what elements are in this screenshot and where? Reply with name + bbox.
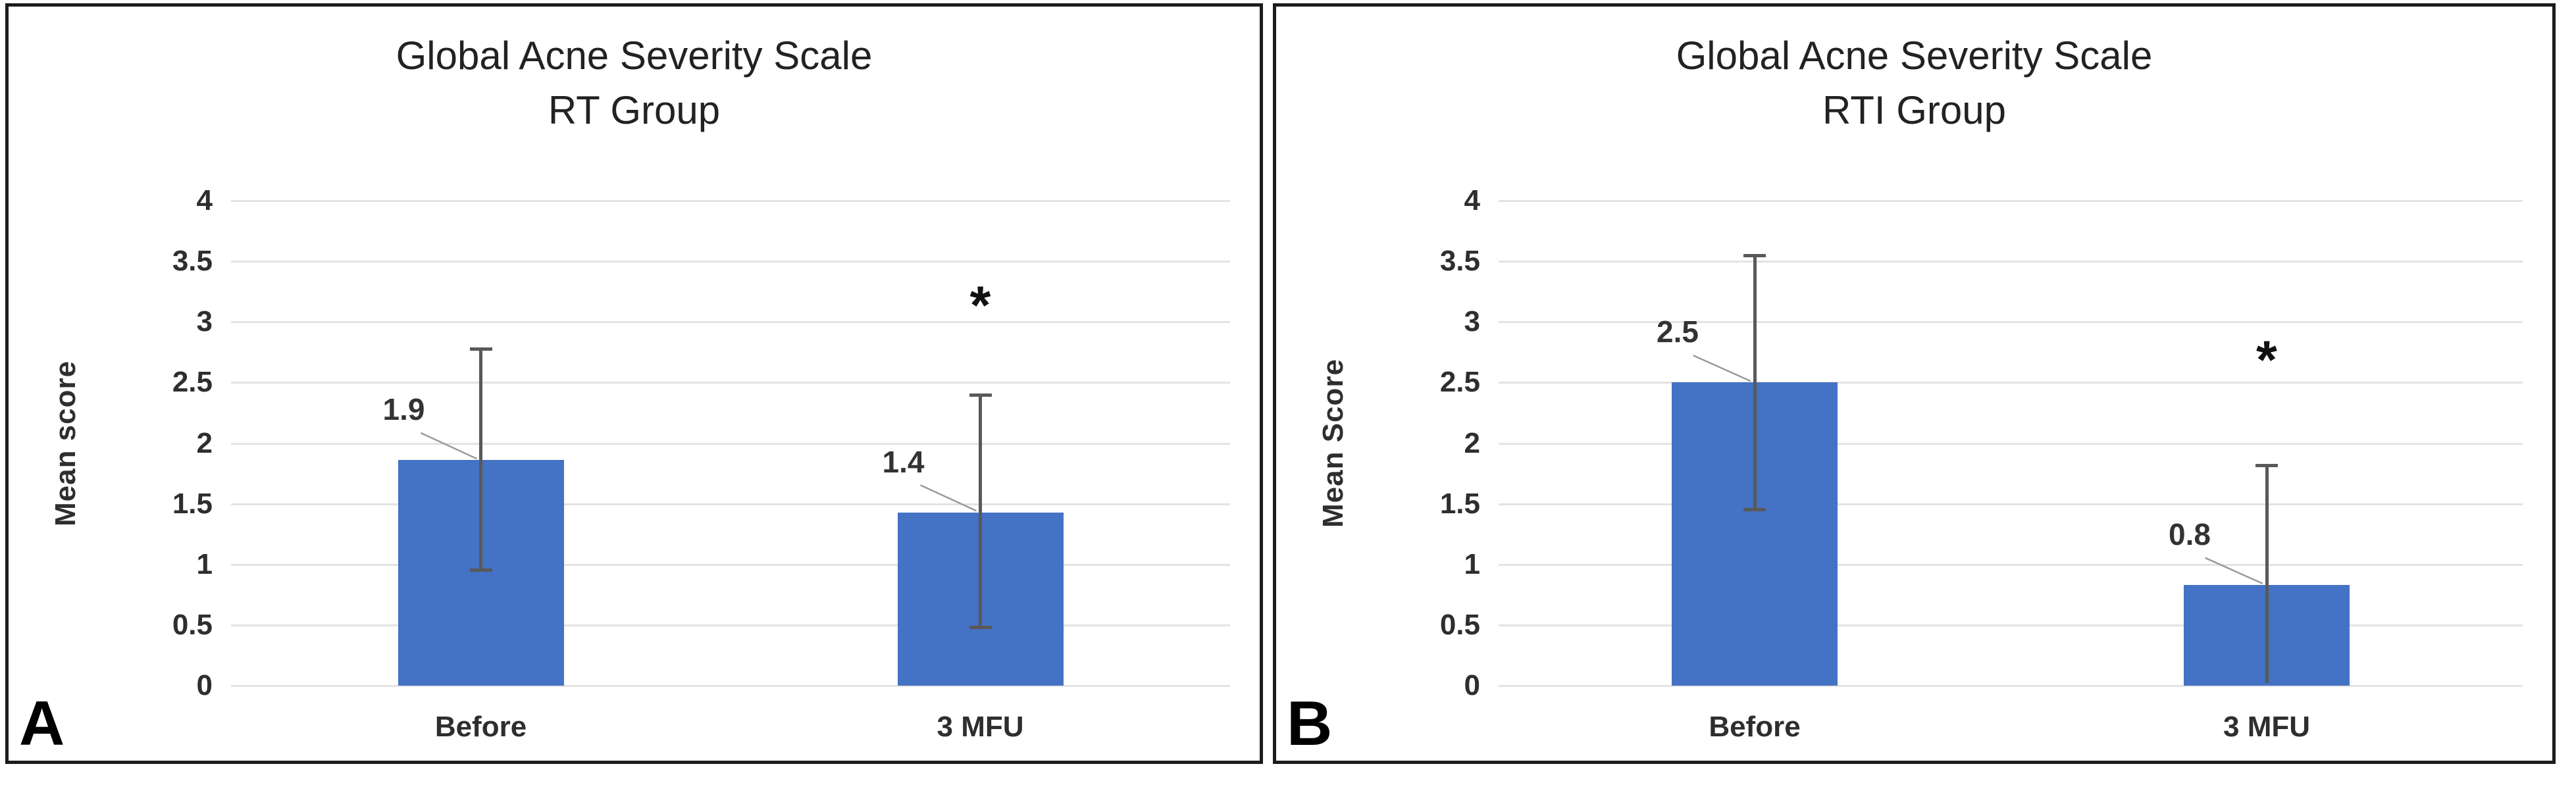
gridline (1499, 563, 2523, 566)
error-bar-cap-bottom (969, 625, 992, 629)
y-tick-label: 2.5 (1439, 366, 1480, 399)
error-bar (2246, 463, 2288, 684)
leader-line (1693, 354, 1751, 382)
leader-line (2205, 557, 2263, 585)
chart-title: Global Acne Severity Scale RTI Group (1276, 29, 2552, 138)
leader-line (420, 432, 477, 460)
y-tick-label: 3 (1464, 305, 1480, 338)
significance-asterisk: * (969, 276, 991, 336)
panel-letter: A (19, 688, 65, 759)
y-tick-label: 4 (196, 184, 213, 216)
data-label: 1.9 (382, 392, 425, 427)
error-bar-cap-bottom (1743, 507, 1766, 511)
y-tick-label: 4 (1464, 184, 1480, 216)
chart-title-line1: Global Acne Severity Scale (1676, 34, 2153, 78)
error-bar-cap-top (969, 393, 992, 397)
y-tick-label: 1 (196, 547, 213, 580)
error-bar-cap-bottom (469, 568, 492, 572)
gridline (231, 261, 1230, 263)
y-tick-label: 3.5 (1439, 245, 1480, 278)
gridline (1499, 200, 2523, 202)
significance-asterisk: * (2256, 330, 2277, 390)
y-tick-label: 1 (1464, 547, 1480, 580)
leader-line (919, 484, 977, 512)
gridline (231, 503, 1230, 505)
error-bar-line (979, 394, 982, 628)
y-axis-title: Mean score (49, 360, 82, 526)
panel-letter: B (1287, 688, 1333, 759)
gridline (231, 624, 1230, 626)
error-bar-cap-top (2255, 463, 2278, 467)
gridline (1499, 321, 2523, 324)
error-bar-line (2265, 465, 2269, 684)
plot-area: 0 0.5 1 1.5 2 2.5 3 3.5 4 2.5 Before 0.8 3 MFU * (1440, 184, 2523, 743)
error-bar-line (479, 348, 482, 570)
chart-panel-a: Global Acne Severity Scale RT Group Mean… (5, 3, 1263, 764)
gridline (1499, 382, 2523, 384)
data-label: 1.4 (882, 444, 925, 479)
chart-title-line2: RT Group (548, 88, 721, 132)
gridline (231, 321, 1230, 324)
plot-area: 0 0.5 1 1.5 2 2.5 3 3.5 4 1.9 Before 1.4 3 MFU * (172, 184, 1230, 743)
y-tick-label: 3 (196, 305, 213, 338)
leader-lines (420, 432, 977, 512)
gridline (231, 685, 1230, 687)
y-tick-label: 0 (1464, 669, 1480, 701)
data-label: 2.5 (1657, 315, 1699, 349)
y-tick-label: 1.5 (172, 487, 213, 520)
x-tick-label: 3 MFU (937, 711, 1024, 743)
x-tick-label: Before (434, 711, 527, 743)
y-tick-label: 1.5 (1439, 487, 1480, 520)
error-bar (460, 347, 502, 572)
error-bar (960, 393, 1002, 629)
chart-title-line1: Global Acne Severity Scale (396, 34, 873, 78)
error-bar-line (1753, 255, 1757, 510)
gridline (1499, 503, 2523, 505)
y-tick-label: 3.5 (172, 245, 213, 278)
gridline (1499, 685, 2523, 687)
y-tick-label: 0.5 (1439, 608, 1480, 641)
x-tick-label: Before (1709, 711, 1801, 743)
gridline (231, 563, 1230, 566)
gridline (231, 382, 1230, 384)
gridline (231, 442, 1230, 445)
gridline (1499, 624, 2523, 626)
x-tick-label: 3 MFU (2223, 711, 2310, 743)
data-label: 0.8 (2169, 517, 2211, 552)
gridline (1499, 261, 2523, 263)
gridline (231, 200, 1230, 202)
y-tick-label: 0.5 (172, 608, 213, 641)
leader-lines (1693, 354, 2263, 585)
error-bar-cap-top (1743, 253, 1766, 257)
error-bar (1734, 253, 1776, 511)
chart-title-line2: RTI Group (1822, 88, 2006, 132)
error-bar-cap-top (469, 347, 492, 351)
y-axis-title: Mean Score (1317, 359, 1349, 528)
chart-panel-b: Global Acne Severity Scale RTI Group Mea… (1273, 3, 2556, 764)
y-tick-label: 2 (196, 426, 213, 459)
y-tick-label: 2.5 (172, 366, 213, 399)
y-tick-label: 0 (196, 669, 213, 701)
chart-title: Global Acne Severity Scale RT Group (9, 29, 1260, 138)
gridline (1499, 442, 2523, 445)
y-tick-label: 2 (1464, 426, 1480, 459)
